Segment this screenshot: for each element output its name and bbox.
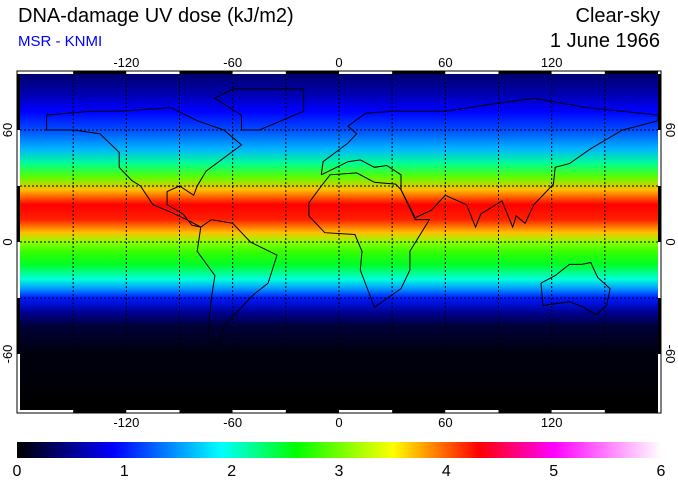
frame-segment-bottom	[73, 410, 127, 413]
frame-segment-top	[126, 71, 180, 74]
lon-label-top: -60	[223, 55, 242, 70]
coastline	[46, 107, 243, 228]
frame-segment-top	[73, 71, 127, 74]
frame-segment-top	[392, 71, 446, 74]
lon-label-bottom: 120	[541, 415, 563, 430]
frame-segment-bottom	[445, 410, 499, 413]
colorbar-tick-label: 1	[120, 463, 129, 480]
map-area	[16, 70, 662, 414]
frame-segment-top	[604, 71, 658, 74]
coastlines	[46, 88, 659, 346]
frame-segment-bottom	[551, 410, 605, 413]
coastline	[320, 97, 659, 229]
frame-segment-left	[17, 74, 20, 130]
frame-segment-top	[285, 71, 339, 74]
bottom-lon-labels: -120 -60 0 60 120	[113, 415, 562, 430]
frame-segment-left	[17, 186, 20, 242]
frame-segment-top	[498, 71, 552, 74]
colorbar: 0 1 2 3 4 5 6	[13, 442, 666, 480]
frame-segment-bottom	[20, 410, 74, 413]
frame-segment-right	[658, 242, 661, 298]
left-lat-labels: 60 0 -60	[0, 123, 15, 364]
colorbar-tick-label: 3	[335, 463, 344, 480]
coastline	[308, 172, 431, 309]
lat-label-right: -60	[663, 345, 678, 364]
lon-label-top: 60	[438, 55, 452, 70]
frame-segment-top	[20, 71, 74, 74]
coastline	[213, 88, 305, 131]
frame-segment-left	[17, 242, 20, 298]
colorbar-tick-label: 2	[227, 463, 236, 480]
lon-label-bottom: 60	[438, 415, 452, 430]
frame-segment-right	[658, 298, 661, 354]
frame-segment-right	[658, 354, 661, 410]
lat-label-right: 60	[663, 123, 678, 137]
frame-segment-bottom	[126, 410, 180, 413]
frame-segment-bottom	[392, 410, 446, 413]
sky-condition-label: Clear-sky	[576, 5, 660, 27]
frame-segment-top	[551, 71, 605, 74]
lat-label-right: 0	[663, 238, 678, 245]
frame-segment-bottom	[285, 410, 339, 413]
frame-segment-right	[658, 130, 661, 186]
lon-label-bottom: -60	[223, 415, 242, 430]
frame-segment-bottom	[604, 410, 658, 413]
source-label: MSR - KNMI	[18, 33, 102, 50]
frame-segment-bottom	[339, 410, 393, 413]
map-title: DNA-damage UV dose (kJ/m2)	[18, 5, 294, 27]
lon-label-bottom: 0	[335, 415, 342, 430]
frame-segment-left	[17, 130, 20, 186]
frame-segment-bottom	[498, 410, 552, 413]
frame-segment-left	[17, 354, 20, 410]
lon-label-bottom: -120	[113, 415, 139, 430]
map-frame	[16, 70, 662, 414]
colorbar-tick-label: 4	[442, 463, 451, 480]
frame-segment-top	[232, 71, 286, 74]
frame-segment-top	[339, 71, 393, 74]
lon-label-top: -120	[113, 55, 139, 70]
lon-label-top: 0	[335, 55, 342, 70]
lat-label-left: -60	[0, 345, 15, 364]
graticule	[20, 74, 658, 410]
frame-segment-bottom	[232, 410, 286, 413]
frame-segment-bottom	[179, 410, 233, 413]
frame-segment-top	[445, 71, 499, 74]
colorbar-tick-label: 5	[549, 463, 558, 480]
colorbar-tick-label: 0	[13, 463, 22, 480]
top-lon-labels: -120 -60 0 60 120	[113, 55, 562, 70]
lat-label-left: 0	[0, 238, 15, 245]
colorbar-gradient	[17, 442, 661, 458]
frame-segment-right	[658, 74, 661, 130]
coastline	[540, 261, 611, 316]
colorbar-tick-label: 6	[657, 463, 666, 480]
lon-label-top: 120	[541, 55, 563, 70]
right-lat-labels: 60 0 -60	[663, 123, 678, 364]
frame-segment-top	[179, 71, 233, 74]
frame-segment-left	[17, 298, 20, 354]
frame-segment-right	[658, 186, 661, 242]
lat-label-left: 60	[0, 123, 15, 137]
frame-outline	[16, 70, 662, 414]
coastline	[196, 219, 278, 346]
date-label: 1 June 1966	[550, 30, 660, 52]
